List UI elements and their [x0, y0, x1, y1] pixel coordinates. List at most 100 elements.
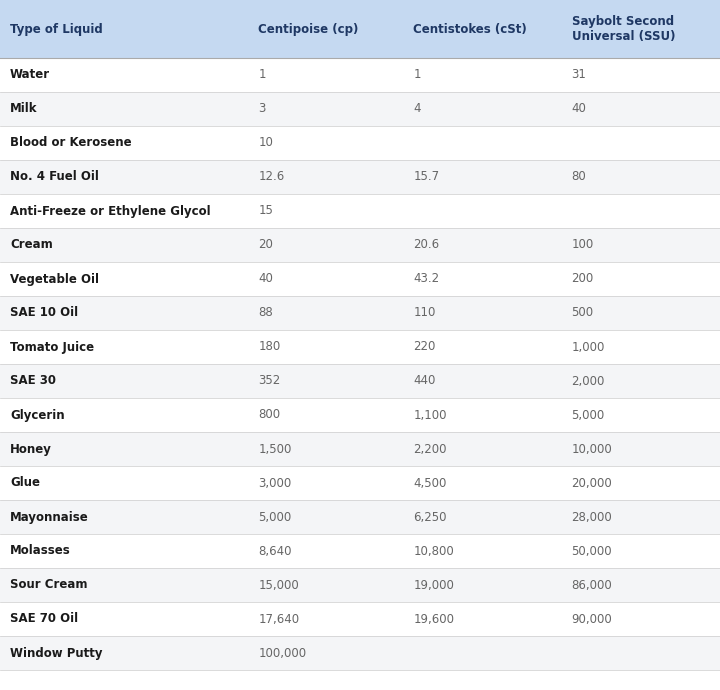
Text: Glue: Glue [10, 477, 40, 489]
Text: 40: 40 [258, 273, 274, 286]
Bar [0, 0, 248, 58]
Bar [248, 330, 403, 364]
Bar [248, 58, 403, 92]
Bar [248, 432, 403, 466]
Bar [403, 432, 562, 466]
Bar [562, 160, 720, 194]
Text: 220: 220 [413, 340, 436, 353]
Text: Type of Liquid: Type of Liquid [10, 23, 103, 35]
Text: Vegetable Oil: Vegetable Oil [10, 273, 99, 286]
Bar [0, 500, 248, 534]
Bar [403, 92, 562, 126]
Text: 2,200: 2,200 [413, 442, 446, 455]
Bar [562, 466, 720, 500]
Bar [248, 126, 403, 160]
Text: 1,000: 1,000 [572, 340, 605, 353]
Text: 5,000: 5,000 [572, 408, 605, 422]
Text: 20: 20 [258, 239, 274, 251]
Bar [0, 330, 248, 364]
Bar [248, 500, 403, 534]
Text: 180: 180 [258, 340, 281, 353]
Text: 15,000: 15,000 [258, 578, 299, 591]
Bar [248, 228, 403, 262]
Bar [403, 194, 562, 228]
Bar [403, 228, 562, 262]
Bar [248, 262, 403, 296]
Text: 90,000: 90,000 [572, 613, 612, 626]
Bar [0, 398, 248, 432]
Text: 200: 200 [572, 273, 594, 286]
Text: Centipoise (cp): Centipoise (cp) [258, 23, 359, 35]
Bar [248, 568, 403, 602]
Bar [562, 500, 720, 534]
Text: 2,000: 2,000 [572, 375, 605, 388]
Text: Water: Water [10, 68, 50, 81]
Bar [248, 636, 403, 670]
Bar [403, 262, 562, 296]
Bar [0, 568, 248, 602]
Text: Cream: Cream [10, 239, 53, 251]
Text: 5,000: 5,000 [258, 511, 292, 524]
Text: 6,250: 6,250 [413, 511, 446, 524]
Text: 43.2: 43.2 [413, 273, 439, 286]
Bar [562, 262, 720, 296]
Text: 1: 1 [258, 68, 266, 81]
Bar [0, 262, 248, 296]
Text: Sour Cream: Sour Cream [10, 578, 88, 591]
Text: Milk: Milk [10, 103, 37, 115]
Bar [562, 636, 720, 670]
Bar [248, 160, 403, 194]
Bar [248, 296, 403, 330]
Text: 28,000: 28,000 [572, 511, 612, 524]
Text: 1,500: 1,500 [258, 442, 292, 455]
Bar [248, 0, 403, 58]
Text: 10: 10 [258, 137, 274, 150]
Bar [0, 636, 248, 670]
Text: 19,600: 19,600 [413, 613, 454, 626]
Text: Blood or Kerosene: Blood or Kerosene [10, 137, 132, 150]
Bar [403, 160, 562, 194]
Bar [403, 58, 562, 92]
Text: 1: 1 [413, 68, 420, 81]
Bar [248, 534, 403, 568]
Text: 1,100: 1,100 [413, 408, 446, 422]
Bar [562, 364, 720, 398]
Text: 20.6: 20.6 [413, 239, 439, 251]
Text: Centistokes (cSt): Centistokes (cSt) [413, 23, 527, 35]
Bar [0, 58, 248, 92]
Bar [403, 466, 562, 500]
Text: 86,000: 86,000 [572, 578, 612, 591]
Bar [0, 364, 248, 398]
Text: 440: 440 [413, 375, 436, 388]
Text: 4,500: 4,500 [413, 477, 446, 489]
Text: 100: 100 [572, 239, 594, 251]
Text: 10,800: 10,800 [413, 544, 454, 558]
Bar [562, 330, 720, 364]
Text: 17,640: 17,640 [258, 613, 300, 626]
Bar [0, 534, 248, 568]
Bar [562, 92, 720, 126]
Text: 4: 4 [413, 103, 420, 115]
Text: 19,000: 19,000 [413, 578, 454, 591]
Text: SAE 10 Oil: SAE 10 Oil [10, 306, 78, 319]
Bar [562, 228, 720, 262]
Bar [0, 160, 248, 194]
Bar [562, 432, 720, 466]
Text: 352: 352 [258, 375, 281, 388]
Bar [562, 0, 720, 58]
Bar [0, 92, 248, 126]
Bar [0, 194, 248, 228]
Text: 80: 80 [572, 170, 586, 184]
Text: Mayonnaise: Mayonnaise [10, 511, 89, 524]
Bar [403, 126, 562, 160]
Bar [403, 364, 562, 398]
Bar [403, 296, 562, 330]
Text: 10,000: 10,000 [572, 442, 612, 455]
Bar [403, 602, 562, 636]
Bar [248, 398, 403, 432]
Text: Window Putty: Window Putty [10, 647, 102, 660]
Text: 110: 110 [413, 306, 436, 319]
Bar [248, 364, 403, 398]
Text: 15: 15 [258, 204, 274, 217]
Text: Tomato Juice: Tomato Juice [10, 340, 94, 353]
